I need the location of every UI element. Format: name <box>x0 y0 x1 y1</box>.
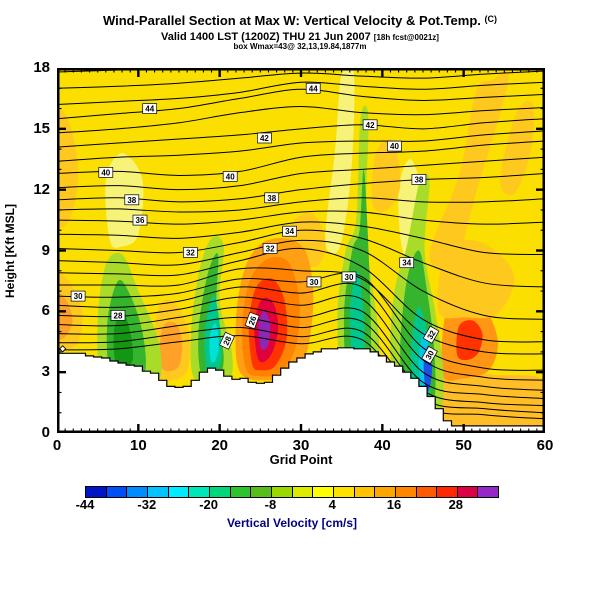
title-text: Wind-Parallel Section at Max W: Vertical… <box>102 13 481 28</box>
colorbar-segment-3 <box>147 487 169 497</box>
colorbar-segment-12 <box>333 487 355 497</box>
x-tick-label-50: 50 <box>455 437 472 454</box>
svg-text:40: 40 <box>101 168 110 177</box>
svg-text:40: 40 <box>390 142 399 151</box>
colorbar-segment-10 <box>292 487 314 497</box>
svg-text:38: 38 <box>414 176 423 185</box>
colorbar-segment-11 <box>313 487 334 497</box>
colorbar-tick--44: -44 <box>75 497 95 512</box>
y-tick-label-3: 3 <box>41 363 50 381</box>
colorbar-tick--32: -32 <box>137 497 157 512</box>
colorbar-segment-15 <box>395 487 417 497</box>
colorbar-segment-2 <box>127 487 148 497</box>
colorbar-segment-9 <box>271 487 293 497</box>
colorbar-segment-6 <box>209 487 231 497</box>
colorbar-segment-0 <box>86 487 107 497</box>
colorbar-tick-16: 16 <box>386 497 402 512</box>
colorbar-segment-13 <box>354 487 376 497</box>
x-tick-label-30: 30 <box>292 437 310 454</box>
page-title: Wind-Parallel Section at Max W: Vertical… <box>0 13 600 28</box>
x-tick-label-10: 10 <box>129 437 147 454</box>
colorbar-segment-5 <box>189 487 210 497</box>
y-tick-label-15: 15 <box>33 119 50 137</box>
cross-section-plot: 44 44 42 42 40 40 40 38 38 38 36 34 34 32 32 30 30 30 28 26… <box>57 68 545 433</box>
colorbar-label: Vertical Velocity [cm/s] <box>226 516 358 530</box>
valid-time-subtitle: Valid 1400 LST (1200Z) THU 21 Jun 2007 [… <box>0 31 600 43</box>
colorbar-segment-7 <box>230 487 252 497</box>
colorbar-segment-16 <box>416 487 438 497</box>
vertical-velocity-section-svg: 44 44 42 42 40 40 40 38 38 38 36 34 34 32 32 30 30 30 28 26… <box>57 68 545 433</box>
x-tick-label-0: 0 <box>52 437 62 454</box>
colorbar-tick--20: -20 <box>199 497 218 512</box>
svg-text:32: 32 <box>186 249 195 258</box>
svg-text:44: 44 <box>145 105 154 114</box>
y-tick-label-18: 18 <box>33 59 50 76</box>
svg-text:32: 32 <box>266 245 275 254</box>
wmax-annotation: box Wmax=43@ 32,13,19.84,1877m <box>233 42 367 51</box>
x-tick-label-60: 60 <box>536 437 554 454</box>
valid-time-text: Valid 1400 LST (1200Z) THU 21 Jun 2007 <box>161 31 371 43</box>
colorbar-segment-19 <box>478 487 499 497</box>
x-axis-label: Grid Point <box>269 452 333 467</box>
svg-text:42: 42 <box>260 134 269 143</box>
forecast-note: [18h fcst@0021z] <box>373 33 439 42</box>
colorbar-segment-8 <box>251 487 272 497</box>
svg-text:30: 30 <box>310 278 319 287</box>
svg-text:40: 40 <box>226 173 235 182</box>
colorbar-segment-1 <box>106 487 128 497</box>
svg-text:44: 44 <box>309 84 318 93</box>
svg-text:26: 26 <box>247 314 259 326</box>
y-tick-label-6: 6 <box>41 302 50 320</box>
x-tick-label-20: 20 <box>211 437 228 454</box>
svg-text:38: 38 <box>127 196 136 205</box>
svg-text:28: 28 <box>221 334 233 346</box>
svg-text:30: 30 <box>74 292 83 301</box>
x-tick-label-40: 40 <box>373 437 391 454</box>
colorbar-segment-17 <box>437 487 458 497</box>
colorbar <box>85 486 499 498</box>
y-tick-label-12: 12 <box>33 180 50 198</box>
svg-text:30: 30 <box>345 273 354 282</box>
svg-text:36: 36 <box>136 216 145 225</box>
y-tick-label-9: 9 <box>41 241 50 259</box>
colorbar-segment-14 <box>375 487 396 497</box>
y-tick-label-0: 0 <box>41 424 50 441</box>
colorbar-segment-4 <box>168 487 190 497</box>
svg-text:34: 34 <box>285 227 294 236</box>
svg-text:28: 28 <box>114 311 123 320</box>
colorbar-tick-28: 28 <box>448 497 464 512</box>
svg-text:42: 42 <box>366 121 375 130</box>
svg-text:38: 38 <box>267 194 276 203</box>
svg-text:34: 34 <box>402 259 411 268</box>
title-unit: (C) <box>484 14 498 24</box>
colorbar-tick-4: 4 <box>328 497 336 512</box>
colorbar-segment-18 <box>457 487 479 497</box>
colorbar-tick--8: -8 <box>264 497 277 512</box>
